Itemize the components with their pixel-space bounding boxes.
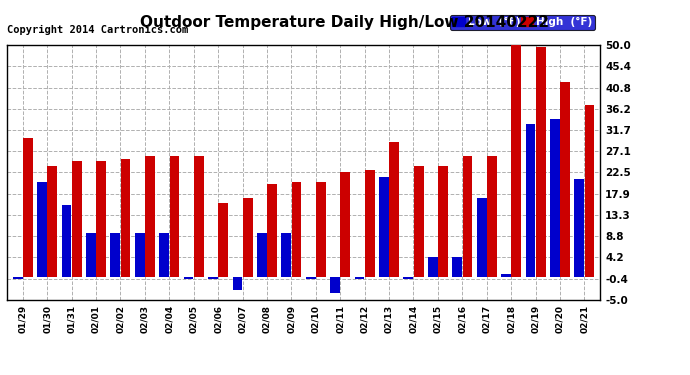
Bar: [316, 182, 326, 277]
Legend: Low  (°F), High  (°F): Low (°F), High (°F): [450, 15, 595, 30]
Bar: [135, 233, 145, 277]
Bar: [331, 277, 340, 293]
Bar: [292, 182, 302, 277]
Bar: [184, 277, 193, 279]
Bar: [233, 277, 242, 290]
Bar: [267, 184, 277, 277]
Bar: [414, 165, 424, 277]
Text: Copyright 2014 Cartronics.com: Copyright 2014 Cartronics.com: [7, 25, 188, 35]
Bar: [159, 233, 169, 277]
Bar: [282, 233, 291, 277]
Bar: [560, 82, 570, 277]
Bar: [389, 142, 399, 277]
Bar: [61, 205, 71, 277]
Bar: [477, 198, 486, 277]
Bar: [404, 277, 413, 279]
Bar: [12, 277, 23, 279]
Bar: [72, 161, 81, 277]
Bar: [365, 170, 375, 277]
Bar: [428, 257, 437, 277]
Text: Outdoor Temperature Daily High/Low 20140222: Outdoor Temperature Daily High/Low 20140…: [141, 15, 549, 30]
Bar: [86, 233, 96, 277]
Bar: [208, 277, 218, 279]
Bar: [340, 172, 351, 277]
Bar: [574, 180, 584, 277]
Bar: [584, 105, 595, 277]
Bar: [194, 156, 204, 277]
Bar: [170, 156, 179, 277]
Bar: [501, 274, 511, 277]
Bar: [526, 124, 535, 277]
Bar: [536, 47, 546, 277]
Bar: [110, 233, 120, 277]
Bar: [511, 45, 521, 277]
Bar: [487, 156, 497, 277]
Bar: [462, 156, 473, 277]
Bar: [306, 277, 315, 279]
Bar: [550, 119, 560, 277]
Bar: [218, 202, 228, 277]
Bar: [37, 182, 47, 277]
Bar: [23, 138, 33, 277]
Bar: [257, 233, 267, 277]
Bar: [145, 156, 155, 277]
Bar: [121, 159, 130, 277]
Bar: [379, 177, 389, 277]
Bar: [243, 198, 253, 277]
Bar: [355, 277, 364, 279]
Bar: [48, 165, 57, 277]
Bar: [438, 165, 448, 277]
Bar: [97, 161, 106, 277]
Bar: [453, 257, 462, 277]
